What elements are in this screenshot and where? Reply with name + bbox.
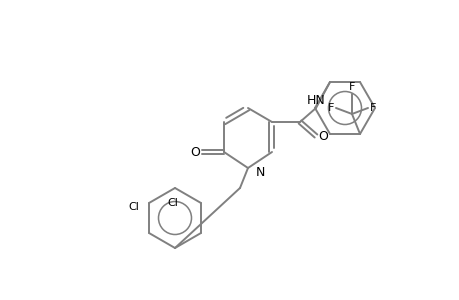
Text: F: F — [327, 103, 333, 113]
Text: O: O — [317, 130, 327, 143]
Text: HN: HN — [306, 94, 325, 106]
Text: N: N — [256, 166, 265, 178]
Text: F: F — [369, 103, 375, 113]
Text: O: O — [190, 146, 200, 158]
Text: Cl: Cl — [128, 202, 139, 212]
Text: Cl: Cl — [167, 198, 178, 208]
Text: F: F — [348, 82, 354, 92]
